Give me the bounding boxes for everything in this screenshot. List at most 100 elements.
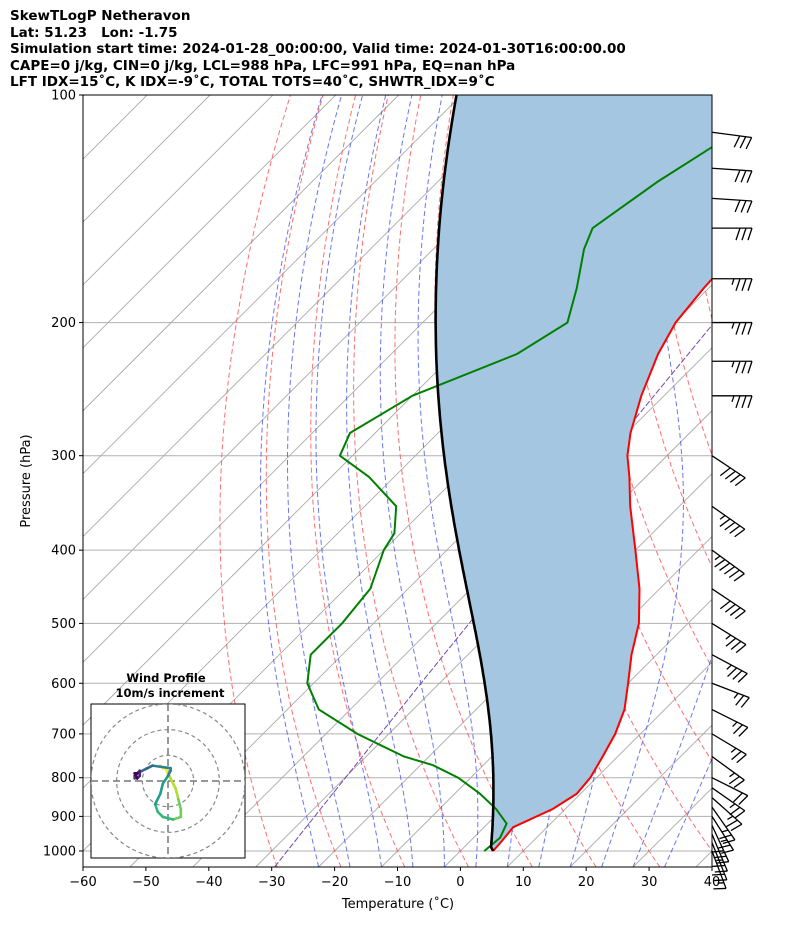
wind-barb-feather — [747, 322, 753, 335]
wind-barb-feather — [713, 855, 727, 859]
wind-barb — [712, 321, 753, 335]
wind-barb-feather — [733, 573, 745, 582]
wind-barb — [711, 797, 743, 832]
isotherm-line — [83, 95, 525, 538]
wind-barb-feather — [746, 200, 753, 213]
wind-barb-feather — [733, 779, 745, 788]
wind-barb-feather — [735, 695, 745, 706]
y-tick-label: 800 — [51, 771, 76, 786]
x-tick-label: −30 — [258, 875, 285, 890]
x-tick-label: −10 — [384, 875, 411, 890]
wind-barb — [711, 756, 745, 788]
isotherm-line — [318, 472, 712, 867]
wind-barb-feather — [734, 810, 746, 819]
y-tick-label: 500 — [51, 617, 76, 632]
dry-adiabat-line — [310, 95, 406, 867]
wind-barb-feather — [746, 170, 753, 183]
title-line-station: SkewTLogP Netheravon — [10, 8, 191, 24]
wind-barb — [711, 682, 750, 708]
wind-barb-half-feather — [731, 395, 735, 403]
wind-barb — [712, 227, 753, 241]
wind-barb-feather — [729, 806, 741, 816]
wind-barb-feather — [714, 879, 727, 882]
wind-barb-feather — [734, 199, 741, 213]
wind-barb-feather — [719, 562, 731, 571]
wind-barb-half-feather — [730, 747, 737, 753]
hodograph-segment — [159, 782, 165, 796]
y-tick-label: 1000 — [43, 844, 76, 859]
wind-barb-feather — [712, 864, 726, 868]
wind-barb-feather — [741, 322, 747, 335]
wind-barb-half-feather — [731, 322, 735, 329]
isotherm-line — [569, 724, 712, 867]
hodograph-segment — [174, 787, 180, 801]
isotherm-line — [255, 410, 712, 867]
wind-barb-feather — [729, 525, 741, 534]
wind-barb-half-feather — [729, 772, 736, 778]
wind-barb — [711, 777, 749, 806]
isotherm-line — [83, 95, 85, 97]
wind-barb-feather — [741, 278, 747, 291]
wind-barb-feather — [724, 470, 736, 480]
moist-adiabat-line — [379, 95, 445, 867]
wind-barb-feather — [734, 477, 746, 487]
wind-barb-feather — [740, 200, 747, 213]
x-axis-label: Temperature (˚C) — [341, 896, 454, 912]
wind-barb — [711, 588, 746, 620]
wind-barb-feather — [733, 135, 741, 148]
wind-barb-half-feather — [720, 839, 728, 843]
y-tick-label: 300 — [51, 449, 76, 464]
isotherm-line — [506, 661, 712, 867]
wind-barb-feather — [738, 795, 749, 806]
moist-adiabat-line — [417, 95, 479, 867]
wind-barb-feather — [736, 753, 747, 764]
isotherm-line — [83, 95, 337, 349]
wind-barb-feather — [741, 395, 747, 409]
hodograph-segment — [171, 815, 183, 821]
x-tick-label: 0 — [456, 875, 464, 890]
wind-barb-half-feather — [732, 721, 738, 728]
mixing-ratio-line — [274, 324, 712, 867]
x-tick-label: 20 — [578, 875, 595, 890]
wind-barb-feather — [745, 137, 753, 150]
wind-barb — [711, 622, 747, 654]
wind-barb-feather — [735, 227, 741, 241]
hodograph-segment — [151, 764, 172, 770]
temperature-line — [492, 277, 712, 852]
moist-adiabat-line — [287, 95, 351, 867]
moist-adiabat-line — [315, 95, 382, 867]
wind-barb — [711, 733, 747, 764]
plot-area — [83, 95, 712, 867]
wind-barb-feather — [741, 227, 747, 241]
wind-barb-feather — [719, 518, 731, 527]
wind-barb — [711, 167, 753, 183]
title-line-indices: LFT IDX=15˚C, K IDX=-9˚C, TOTAL TOTS=40˚… — [10, 74, 495, 90]
wind-barb-feather — [730, 823, 743, 832]
moist-adiabat-line — [664, 757, 712, 867]
wind-barb-feather — [735, 278, 741, 291]
y-tick-label: 900 — [51, 810, 76, 825]
title-line-times: Simulation start time: 2024-01-28_00:00:… — [10, 41, 626, 57]
wind-barb-feather — [719, 834, 732, 840]
hodograph-segment — [169, 777, 177, 791]
wind-barb-feather — [747, 278, 753, 291]
x-tick-label: 10 — [515, 875, 532, 890]
x-tick-label: −60 — [69, 875, 96, 890]
dry-adiabat-line — [353, 95, 469, 867]
hodograph-segment — [161, 815, 175, 821]
wind-barb-feather — [722, 839, 736, 845]
dry-adiabat-line — [265, 95, 342, 867]
y-tick-label: 100 — [51, 89, 76, 104]
wind-barb-half-feather — [727, 815, 734, 820]
wind-barb — [711, 131, 753, 150]
wind-barb-feather — [724, 603, 736, 613]
hodograph-inset: Wind Profile 10m/s increment — [90, 671, 246, 859]
wind-barb-feather — [729, 474, 741, 483]
y-tick-label: 200 — [51, 316, 76, 331]
dry-adiabat-line — [648, 95, 712, 457]
wind-barb-half-feather — [725, 634, 732, 640]
wind-barb-feather — [714, 870, 728, 873]
wind-barb-feather — [721, 849, 734, 854]
moist-adiabat-line — [346, 95, 414, 867]
